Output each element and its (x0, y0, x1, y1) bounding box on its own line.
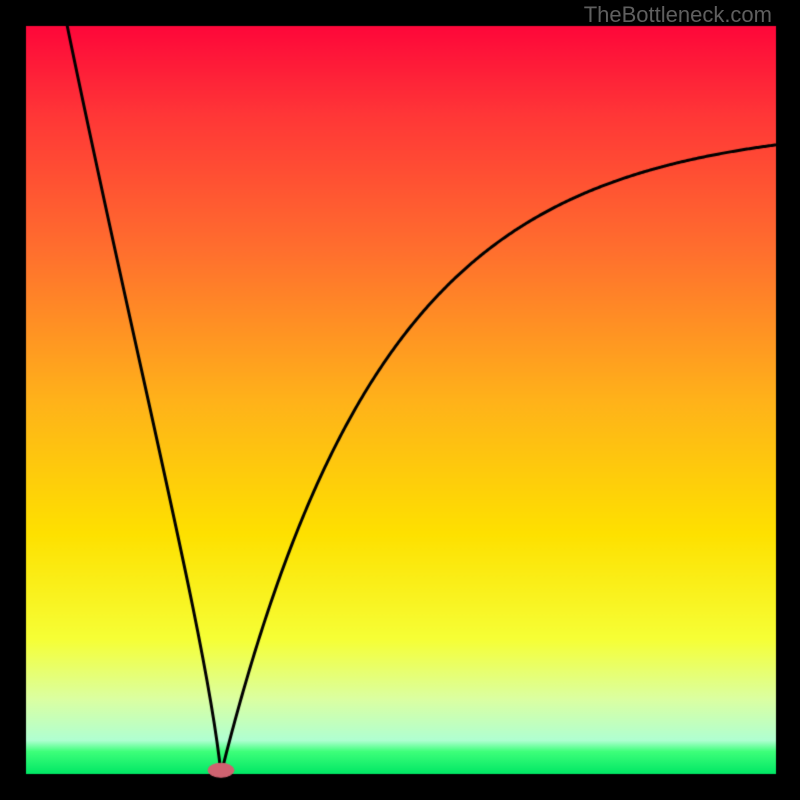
watermark: TheBottleneck.com (584, 2, 772, 28)
bottleneck-curve-chart (0, 0, 800, 800)
